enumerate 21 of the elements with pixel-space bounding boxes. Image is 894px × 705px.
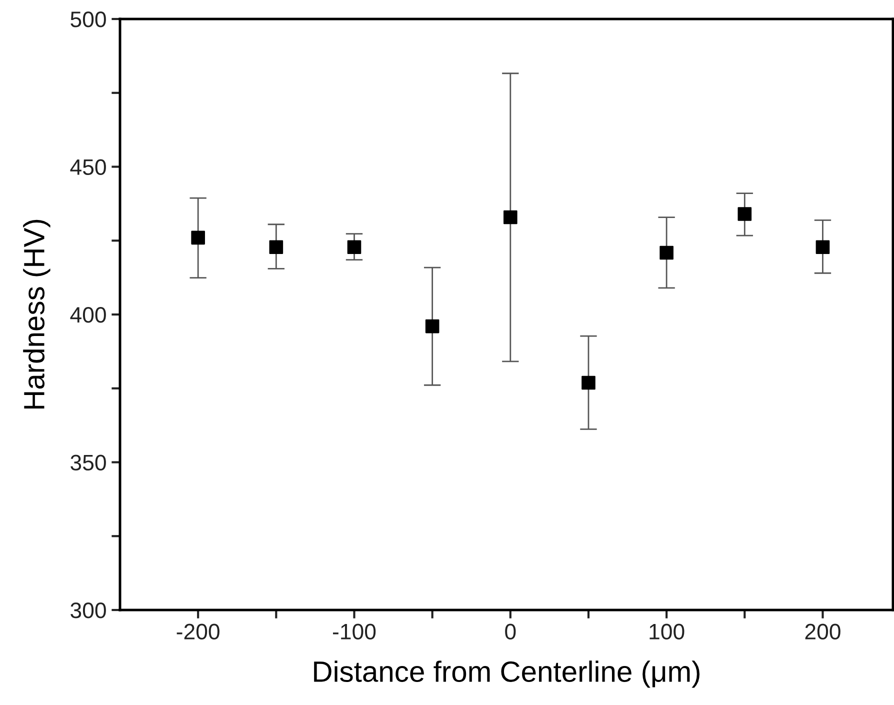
point <box>738 207 752 221</box>
x-tick-label: 100 <box>650 624 684 640</box>
point <box>347 240 362 254</box>
point <box>582 376 596 390</box>
point <box>660 246 674 260</box>
point <box>269 240 284 254</box>
y-tick-label: 400 <box>70 307 106 323</box>
x-tick-label: -100 <box>332 624 376 640</box>
point <box>504 210 518 224</box>
y-tick-label: 300 <box>70 602 106 618</box>
point <box>816 240 830 254</box>
x-axis-title: Distance from Centerline (μm) <box>314 660 700 688</box>
y-tick-label: 450 <box>70 159 106 176</box>
point <box>191 230 205 245</box>
x-tick-label: -200 <box>176 624 220 640</box>
y-tick-label: 350 <box>70 454 106 471</box>
y-axis-title: Hardness (HV) <box>23 220 50 409</box>
y-tick-label: 500 <box>70 12 106 28</box>
x-tick-label: 0 <box>505 624 516 640</box>
point <box>425 319 440 334</box>
x-tick-label: 200 <box>805 624 840 640</box>
